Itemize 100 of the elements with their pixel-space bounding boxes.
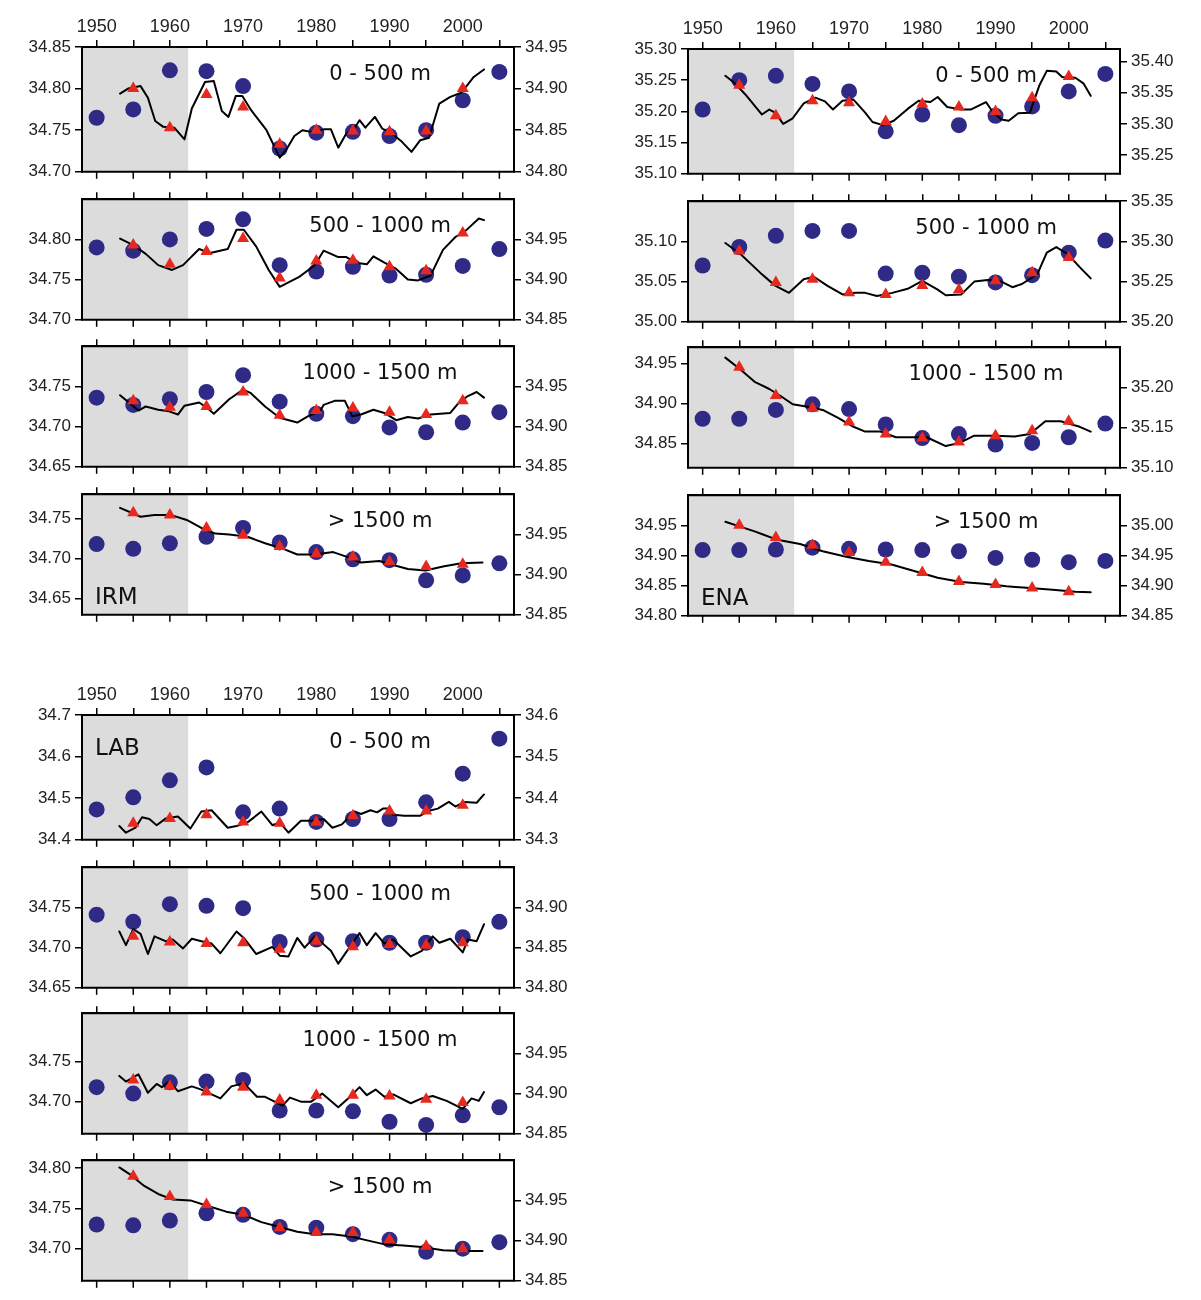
point xyxy=(237,231,250,243)
point xyxy=(163,1079,176,1090)
point xyxy=(127,929,140,940)
y2-tick-label: 34.80 xyxy=(525,977,568,997)
point xyxy=(237,528,250,539)
point xyxy=(879,287,892,298)
y2-tick-label: 35.35 xyxy=(1131,82,1174,102)
y-tick-label: 34.70 xyxy=(28,548,71,568)
point xyxy=(383,804,396,815)
point xyxy=(200,244,213,255)
point xyxy=(125,913,142,930)
point xyxy=(806,538,819,549)
point xyxy=(916,278,929,290)
point xyxy=(950,268,967,285)
point xyxy=(843,285,856,297)
point xyxy=(1026,90,1039,102)
point xyxy=(952,435,965,446)
y2-tick-label: 34.85 xyxy=(525,456,568,476)
point xyxy=(273,816,286,827)
y-tick-label: 35.00 xyxy=(634,311,677,331)
point xyxy=(1097,232,1114,249)
y-tick-label: 34.75 xyxy=(28,1051,71,1071)
point xyxy=(877,265,894,282)
y2-tick-label: 34.85 xyxy=(525,604,568,624)
y2-tick-label: 35.20 xyxy=(1131,311,1174,331)
point xyxy=(163,1189,176,1200)
point xyxy=(127,505,140,517)
y2-tick-label: 35.25 xyxy=(1131,144,1174,164)
point xyxy=(694,542,711,559)
point xyxy=(1062,250,1075,261)
annotation: > 1500 m xyxy=(327,508,433,533)
point xyxy=(694,257,711,274)
y-tick-label: 34.6 xyxy=(37,746,71,766)
point xyxy=(454,765,471,782)
point xyxy=(161,1212,178,1229)
y-tick-label: 34.70 xyxy=(28,416,71,436)
point xyxy=(952,574,965,585)
y-tick-label: 34.75 xyxy=(28,508,71,528)
y2-tick-label: 34.85 xyxy=(1131,605,1174,625)
point xyxy=(163,400,176,411)
y2-tick-label: 34.90 xyxy=(525,1230,568,1250)
point xyxy=(806,272,819,283)
point xyxy=(237,99,250,111)
point xyxy=(237,935,250,947)
point xyxy=(88,389,105,406)
y-tick-label: 34.65 xyxy=(28,456,71,476)
x-tick-label: 1950 xyxy=(76,16,117,37)
point xyxy=(381,1113,398,1130)
x-tick-label: 1990 xyxy=(369,16,410,37)
y-tick-label: 35.25 xyxy=(634,69,677,89)
point xyxy=(491,241,508,258)
y2-tick-label: 34.95 xyxy=(525,524,568,544)
point xyxy=(161,231,178,248)
point xyxy=(1024,434,1041,451)
point xyxy=(420,407,433,419)
point xyxy=(271,257,288,274)
y-tick-label: 34.70 xyxy=(28,1091,71,1111)
point xyxy=(952,100,965,111)
point xyxy=(491,404,508,421)
y2-tick-label: 35.30 xyxy=(1131,113,1174,133)
point xyxy=(456,1095,469,1106)
y-tick-label: 34.85 xyxy=(28,36,71,56)
point xyxy=(491,1234,508,1251)
point xyxy=(198,384,215,401)
point xyxy=(271,393,288,410)
point xyxy=(235,211,252,228)
point xyxy=(88,239,105,256)
y2-tick-label: 34.85 xyxy=(525,1270,568,1290)
point xyxy=(1024,551,1041,568)
point xyxy=(767,67,784,84)
annotation: > 1500 m xyxy=(933,509,1039,534)
point xyxy=(237,385,250,396)
x-tick-label: 1950 xyxy=(76,684,117,705)
y-tick-label: 34.95 xyxy=(634,515,677,535)
point xyxy=(383,405,396,416)
point xyxy=(843,545,856,556)
x-tick-label: 1990 xyxy=(975,18,1016,39)
point xyxy=(344,1103,361,1120)
point xyxy=(200,807,213,819)
y-tick-label: 34.70 xyxy=(28,937,71,957)
point xyxy=(163,508,176,519)
y-tick-label: 34.75 xyxy=(28,119,71,139)
y2-tick-label: 35.10 xyxy=(1131,457,1174,477)
y2-tick-label: 34.4 xyxy=(525,787,559,807)
point xyxy=(235,78,252,95)
y-tick-label: 35.20 xyxy=(634,101,677,121)
point xyxy=(989,273,1002,285)
point xyxy=(879,427,892,438)
point xyxy=(163,257,176,268)
y-tick-label: 34.75 xyxy=(28,376,71,396)
y-tick-label: 34.70 xyxy=(28,309,71,329)
point xyxy=(841,401,858,418)
y-tick-label: 34.5 xyxy=(37,787,71,807)
y2-tick-label: 34.95 xyxy=(525,36,568,56)
point xyxy=(877,416,894,433)
point xyxy=(733,78,746,89)
point xyxy=(843,414,856,426)
y-tick-label: 34.75 xyxy=(28,1198,71,1218)
point xyxy=(198,759,215,776)
point xyxy=(127,816,140,827)
